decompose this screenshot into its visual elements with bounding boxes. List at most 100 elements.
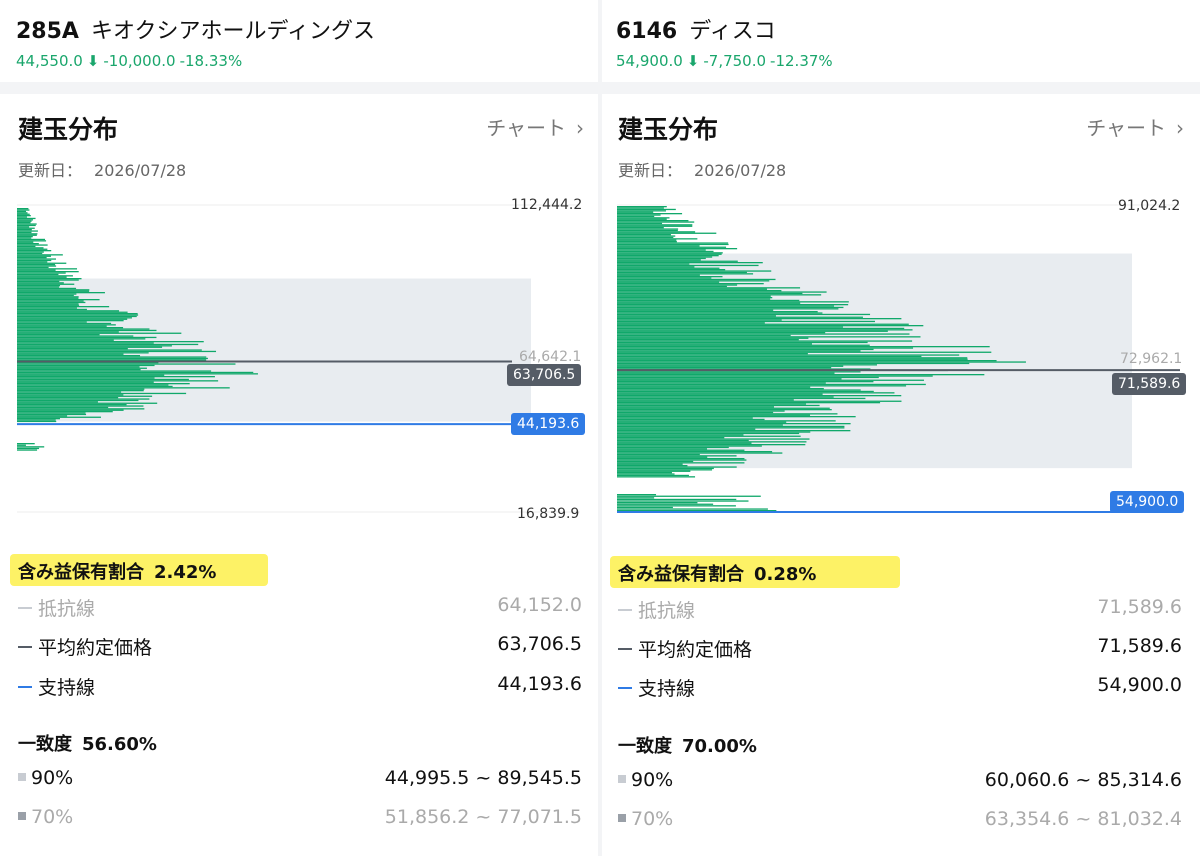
volume-bar <box>617 435 801 437</box>
support-value: 54,900.0 <box>1097 674 1182 696</box>
volume-bar <box>617 406 774 408</box>
volume-bar <box>17 236 33 238</box>
volume-bar <box>17 313 138 315</box>
volume-bar <box>617 299 800 302</box>
volume-bar <box>17 406 109 409</box>
updated-date-row: 更新日： 2026/07/28 <box>618 157 786 181</box>
volume-bar <box>617 319 782 321</box>
volume-bar <box>617 332 826 334</box>
volume-bar <box>17 345 172 347</box>
volume-bar <box>17 229 32 231</box>
volume-bar <box>17 388 145 390</box>
volume-bar <box>617 506 673 509</box>
band-90-label: 90% <box>631 769 674 791</box>
volume-bar <box>17 308 87 311</box>
price-change-pct: -18.33% <box>179 52 243 70</box>
resistance-price-label: 72,962.1 <box>1120 351 1183 367</box>
volume-bar <box>617 327 905 330</box>
volume-bar <box>617 285 727 288</box>
volume-bar <box>17 251 44 253</box>
volume-bar <box>17 402 158 404</box>
volume-bar <box>617 322 765 324</box>
chevron-right-icon: › <box>576 116 584 140</box>
ticker-code: 6146 <box>616 19 678 44</box>
volume-bar <box>617 316 863 318</box>
volume-bar <box>617 242 729 244</box>
volume-bar <box>17 247 44 249</box>
volume-bar <box>617 266 695 268</box>
volume-bar <box>617 246 727 248</box>
volume-bar <box>17 280 60 283</box>
volume-bar <box>17 252 43 255</box>
volume-bar <box>17 387 230 389</box>
volume-bar <box>17 342 154 344</box>
volume-bar <box>617 347 914 349</box>
volume-bar <box>17 399 139 402</box>
volume-bar <box>17 307 77 309</box>
volume-bar <box>617 503 714 505</box>
volume-bar <box>617 224 693 226</box>
resistance-value: 71,589.6 <box>1097 596 1182 618</box>
volume-bar <box>17 303 79 305</box>
volume-bar <box>617 423 851 425</box>
resistance-legend-icon <box>18 606 32 609</box>
volume-bar <box>617 441 807 443</box>
volume-bar <box>617 469 713 471</box>
volume-bar <box>617 500 749 502</box>
volume-bar <box>617 371 861 373</box>
volume-bar <box>617 211 654 213</box>
volume-bar <box>617 390 874 393</box>
volume-bar <box>617 225 693 227</box>
band-70-label: 70% <box>631 808 674 830</box>
volume-bar <box>617 264 759 267</box>
updated-date: 2026/07/28 <box>694 161 787 180</box>
volume-bar <box>617 456 708 458</box>
volume-bar <box>617 442 752 444</box>
volume-bar <box>617 439 749 442</box>
volume-bar <box>17 300 84 302</box>
volume-bar <box>17 367 147 369</box>
volume-bar <box>17 384 169 386</box>
volume-bar <box>17 301 86 304</box>
volume-bar <box>617 214 661 216</box>
volume-bar <box>617 498 737 501</box>
support-price-tag: 44,193.6 <box>511 413 586 435</box>
volume-bar <box>17 443 35 445</box>
chart-link[interactable]: チャート › <box>1086 112 1184 141</box>
volume-bar <box>17 401 98 403</box>
band-90-label: 90% <box>31 767 74 789</box>
volume-bar <box>17 321 87 323</box>
support-legend-icon <box>18 685 32 688</box>
volume-bar <box>617 284 738 286</box>
volume-bar <box>17 371 254 374</box>
volume-bar <box>617 389 861 391</box>
volume-bar <box>17 299 100 301</box>
volume-bar <box>17 409 124 411</box>
volume-bar <box>17 327 124 329</box>
volume-bar <box>617 494 657 496</box>
volume-bar <box>617 462 745 464</box>
volume-bar <box>17 395 153 397</box>
volume-bar <box>617 267 720 269</box>
volume-bar <box>617 222 663 225</box>
volume-bar <box>617 257 706 260</box>
volume-bar <box>617 386 811 388</box>
chart-link[interactable]: チャート › <box>486 112 584 141</box>
volume-bar <box>17 215 31 217</box>
volume-bar <box>617 397 866 400</box>
volume-bar <box>17 217 36 220</box>
volume-bar <box>617 227 664 229</box>
volume-bar <box>617 420 836 422</box>
volume-bar <box>17 415 68 417</box>
volume-bar <box>617 304 849 306</box>
volume-bar <box>617 430 851 432</box>
volume-bar <box>617 229 678 232</box>
panel-disco: 6146 ディスコ 54,900.0 ⬇ -7,750.0 -12.37% 建玉分布 チ… <box>600 0 1200 856</box>
volume-bar <box>17 233 38 235</box>
volume-bar <box>17 397 119 399</box>
volume-distribution-chart <box>17 204 580 513</box>
volume-bar <box>617 344 870 346</box>
volume-bar <box>617 341 868 344</box>
profit-ratio-label: 含み益保有割合 <box>618 564 744 585</box>
volume-bar <box>17 405 144 407</box>
